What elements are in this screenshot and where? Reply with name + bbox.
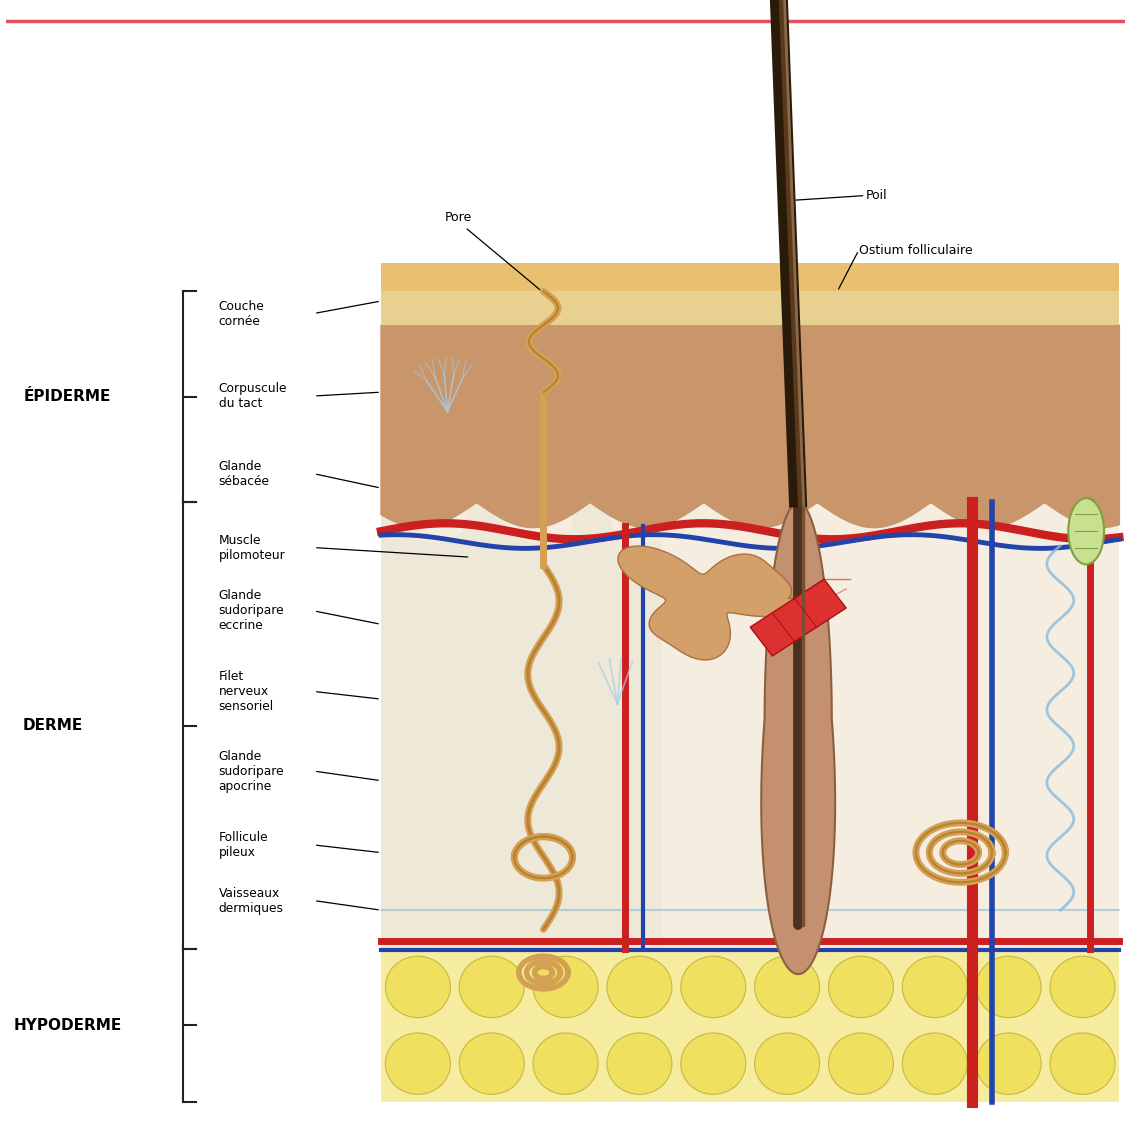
FancyBboxPatch shape <box>381 263 1119 291</box>
Polygon shape <box>381 325 1119 528</box>
Text: Corpuscule
du tact: Corpuscule du tact <box>218 383 287 410</box>
FancyBboxPatch shape <box>381 502 1119 949</box>
Ellipse shape <box>828 1034 893 1094</box>
FancyBboxPatch shape <box>381 949 1119 1102</box>
Ellipse shape <box>611 499 680 542</box>
Ellipse shape <box>828 956 893 1018</box>
Ellipse shape <box>459 1034 524 1094</box>
Ellipse shape <box>1033 499 1101 542</box>
Ellipse shape <box>386 1034 450 1094</box>
Polygon shape <box>762 502 835 974</box>
FancyBboxPatch shape <box>381 291 1119 325</box>
Text: HYPODERME: HYPODERME <box>14 1018 122 1032</box>
Ellipse shape <box>902 956 967 1018</box>
Text: DERME: DERME <box>22 718 83 733</box>
Ellipse shape <box>505 499 574 542</box>
Text: Couche
cornée: Couche cornée <box>218 299 264 328</box>
FancyBboxPatch shape <box>381 502 662 949</box>
Ellipse shape <box>459 956 524 1018</box>
Ellipse shape <box>1069 498 1104 564</box>
Polygon shape <box>750 579 846 656</box>
Text: Muscle
pilomoteur: Muscle pilomoteur <box>218 533 286 562</box>
Ellipse shape <box>755 1034 820 1094</box>
Ellipse shape <box>681 1034 746 1094</box>
Ellipse shape <box>716 499 784 542</box>
Ellipse shape <box>1050 956 1115 1018</box>
Ellipse shape <box>821 499 890 542</box>
Ellipse shape <box>533 1034 598 1094</box>
Text: Ostium folliculaire: Ostium folliculaire <box>858 243 972 257</box>
Ellipse shape <box>976 956 1041 1018</box>
Ellipse shape <box>755 956 820 1018</box>
Text: Glande
sudoripare
eccrine: Glande sudoripare eccrine <box>218 589 285 633</box>
Ellipse shape <box>927 499 996 542</box>
Ellipse shape <box>386 956 450 1018</box>
Polygon shape <box>618 546 813 660</box>
Ellipse shape <box>533 956 598 1018</box>
Ellipse shape <box>608 956 672 1018</box>
Ellipse shape <box>1050 1034 1115 1094</box>
Text: Follicule
pileux: Follicule pileux <box>218 831 269 859</box>
Text: Vaisseaux
dermiques: Vaisseaux dermiques <box>218 886 284 915</box>
Ellipse shape <box>608 1034 672 1094</box>
Text: ÉPIDERME: ÉPIDERME <box>24 389 111 404</box>
Text: Glande
sudoripare
apocrine: Glande sudoripare apocrine <box>218 749 285 793</box>
Ellipse shape <box>976 1034 1041 1094</box>
Text: Poil: Poil <box>865 190 886 202</box>
Text: Glande
sébacée: Glande sébacée <box>218 460 270 488</box>
Text: Pore: Pore <box>444 211 472 224</box>
Ellipse shape <box>399 499 468 542</box>
Text: Filet
nerveux
sensoriel: Filet nerveux sensoriel <box>218 670 273 713</box>
Ellipse shape <box>902 1034 967 1094</box>
Ellipse shape <box>681 956 746 1018</box>
